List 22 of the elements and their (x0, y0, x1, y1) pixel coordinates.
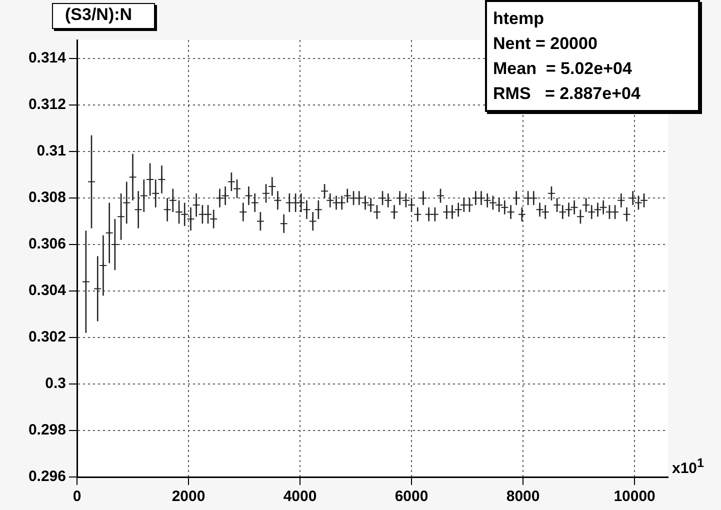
x-tick-label: 2000 (172, 488, 206, 506)
annotation: Mean = 5.02e+04 (493, 58, 633, 80)
x-tick-label: 0 (72, 488, 82, 506)
text: x10$^{1}$ (672, 456, 704, 477)
x-tick-label: 6000 (394, 488, 428, 506)
stats-panel: htemp Nent = 20000 Mean = 5.02e+04 RMS = 2.887e+04 (485, 0, 700, 112)
x-tick-label: 10000 (614, 488, 656, 506)
x-tick-label: 4000 (283, 488, 317, 506)
annotation: Nent = 20000 (493, 33, 598, 55)
y-tick-label: 0.296 (28, 468, 66, 486)
y-tick-label: 0.302 (28, 328, 66, 346)
y-tick-label: 0.3 (45, 375, 66, 392)
y-tick-label: 0.304 (28, 282, 67, 300)
y-tick-label: 0.314 (28, 50, 67, 67)
x-tick-label: 8000 (506, 488, 540, 506)
y-tick-label: 0.31 (36, 142, 66, 160)
y-tick-label: 0.306 (28, 236, 66, 253)
chart-title: (S3/N):N (52, 3, 156, 29)
y-tick-label: 0.298 (28, 422, 66, 439)
y-tick-label: 0.308 (28, 189, 66, 206)
y-tick-label: 0.312 (28, 96, 66, 114)
annotation: RMS = 2.887e+04 (493, 83, 642, 105)
